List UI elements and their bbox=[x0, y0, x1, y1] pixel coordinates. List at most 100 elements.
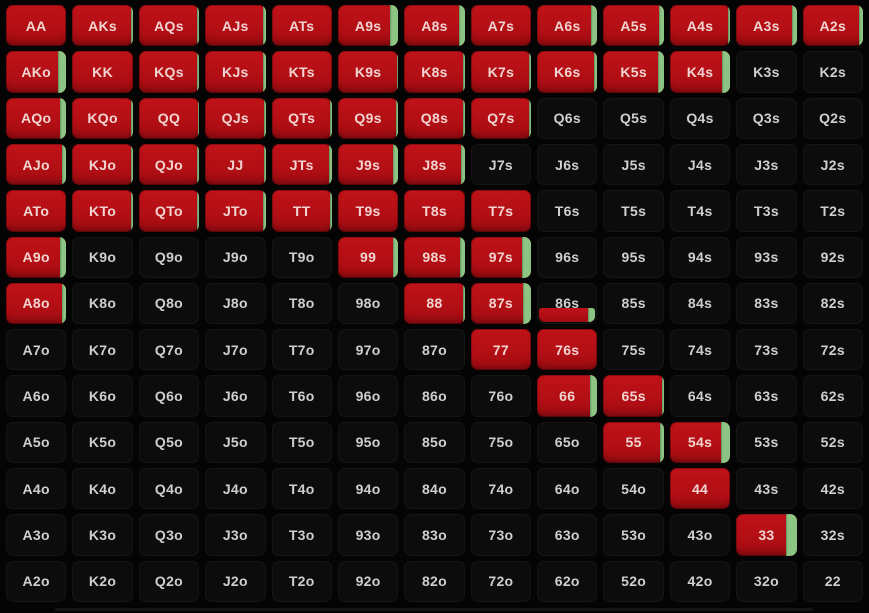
hand-cell-AQo[interactable]: AQo bbox=[6, 97, 67, 139]
hand-cell-J7s[interactable]: J7s bbox=[470, 143, 532, 186]
hand-cell-A5s[interactable]: A5s bbox=[603, 5, 664, 47]
hand-cell-A7s[interactable]: A7s bbox=[470, 5, 532, 47]
hand-cell-T5o[interactable]: T5o bbox=[271, 421, 332, 464]
hand-cell-K6s[interactable]: K6s bbox=[537, 51, 598, 93]
hand-cell-83o[interactable]: 83o bbox=[404, 514, 465, 556]
hand-cell-95s[interactable]: 95s bbox=[603, 236, 664, 278]
hand-cell-Q4o[interactable]: Q4o bbox=[138, 468, 200, 510]
hand-cell-88[interactable]: 88 bbox=[404, 282, 465, 325]
hand-cell-K3o[interactable]: K3o bbox=[72, 514, 133, 556]
hand-cell-J9o[interactable]: J9o bbox=[205, 236, 266, 278]
hand-cell-J6s[interactable]: J6s bbox=[537, 143, 598, 186]
hand-cell-T8o[interactable]: T8o bbox=[271, 282, 332, 325]
hand-cell-A8o[interactable]: A8o bbox=[6, 282, 67, 325]
hand-cell-92o[interactable]: 92o bbox=[337, 560, 399, 602]
hand-cell-42o[interactable]: 42o bbox=[669, 560, 731, 602]
hand-cell-T6s[interactable]: T6s bbox=[537, 190, 598, 232]
hand-cell-A2o[interactable]: A2o bbox=[6, 560, 67, 602]
hand-cell-T2o[interactable]: T2o bbox=[271, 560, 332, 602]
hand-cell-32s[interactable]: 32s bbox=[802, 514, 863, 556]
hand-cell-J8s[interactable]: J8s bbox=[404, 143, 465, 186]
hand-cell-J2s[interactable]: J2s bbox=[802, 143, 863, 186]
hand-cell-K9s[interactable]: K9s bbox=[337, 51, 399, 93]
hand-cell-A6s[interactable]: A6s bbox=[537, 5, 598, 47]
hand-cell-Q3o[interactable]: Q3o bbox=[138, 514, 200, 556]
hand-cell-K4o[interactable]: K4o bbox=[72, 468, 133, 510]
hand-cell-43o[interactable]: 43o bbox=[669, 514, 731, 556]
hand-cell-K7s[interactable]: K7s bbox=[470, 51, 532, 93]
hand-cell-Q9o[interactable]: Q9o bbox=[138, 236, 200, 278]
hand-cell-JJ[interactable]: JJ bbox=[205, 143, 266, 186]
hand-cell-65s[interactable]: 65s bbox=[603, 375, 664, 417]
hand-cell-ATs[interactable]: ATs bbox=[271, 5, 332, 47]
hand-cell-Q9s[interactable]: Q9s bbox=[337, 97, 399, 139]
hand-cell-QJo[interactable]: QJo bbox=[138, 143, 200, 186]
hand-cell-85s[interactable]: 85s bbox=[603, 282, 664, 325]
hand-cell-K9o[interactable]: K9o bbox=[72, 236, 133, 278]
hand-cell-JTo[interactable]: JTo bbox=[205, 190, 266, 232]
hand-cell-66[interactable]: 66 bbox=[537, 375, 598, 417]
hand-cell-95o[interactable]: 95o bbox=[337, 421, 399, 464]
hand-cell-94o[interactable]: 94o bbox=[337, 468, 399, 510]
hand-cell-Q2o[interactable]: Q2o bbox=[138, 560, 200, 602]
hand-cell-T3o[interactable]: T3o bbox=[271, 514, 332, 556]
hand-cell-A4s[interactable]: A4s bbox=[669, 5, 731, 47]
hand-cell-93s[interactable]: 93s bbox=[736, 236, 797, 278]
hand-cell-A8s[interactable]: A8s bbox=[404, 5, 465, 47]
hand-cell-K6o[interactable]: K6o bbox=[72, 375, 133, 417]
hand-cell-98o[interactable]: 98o bbox=[337, 282, 399, 325]
hand-cell-J4o[interactable]: J4o bbox=[205, 468, 266, 510]
hand-cell-K2s[interactable]: K2s bbox=[802, 51, 863, 93]
hand-cell-93o[interactable]: 93o bbox=[337, 514, 399, 556]
hand-cell-Q5s[interactable]: Q5s bbox=[603, 97, 664, 139]
hand-cell-ATo[interactable]: ATo bbox=[6, 190, 67, 232]
hand-cell-62s[interactable]: 62s bbox=[802, 375, 863, 417]
hand-cell-52o[interactable]: 52o bbox=[603, 560, 664, 602]
hand-cell-72s[interactable]: 72s bbox=[802, 329, 863, 371]
hand-cell-T4o[interactable]: T4o bbox=[271, 468, 332, 510]
hand-cell-A2s[interactable]: A2s bbox=[802, 5, 863, 47]
hand-cell-A7o[interactable]: A7o bbox=[6, 329, 67, 371]
hand-cell-94s[interactable]: 94s bbox=[669, 236, 731, 278]
hand-cell-97o[interactable]: 97o bbox=[337, 329, 399, 371]
hand-cell-76o[interactable]: 76o bbox=[470, 375, 532, 417]
hand-cell-74o[interactable]: 74o bbox=[470, 468, 532, 510]
hand-cell-98s[interactable]: 98s bbox=[404, 236, 465, 278]
hand-cell-K4s[interactable]: K4s bbox=[669, 51, 731, 93]
hand-cell-92s[interactable]: 92s bbox=[802, 236, 863, 278]
hand-cell-KTo[interactable]: KTo bbox=[72, 190, 133, 232]
hand-cell-A9o[interactable]: A9o bbox=[6, 236, 67, 278]
hand-cell-K8o[interactable]: K8o bbox=[72, 282, 133, 325]
hand-cell-55[interactable]: 55 bbox=[603, 421, 664, 464]
hand-cell-AKs[interactable]: AKs bbox=[72, 5, 133, 47]
hand-cell-52s[interactable]: 52s bbox=[802, 421, 863, 464]
hand-cell-QTo[interactable]: QTo bbox=[138, 190, 200, 232]
hand-cell-64s[interactable]: 64s bbox=[669, 375, 731, 417]
hand-cell-J4s[interactable]: J4s bbox=[669, 143, 731, 186]
hand-cell-TT[interactable]: TT bbox=[271, 190, 332, 232]
hand-cell-33[interactable]: 33 bbox=[736, 514, 797, 556]
hand-cell-72o[interactable]: 72o bbox=[470, 560, 532, 602]
hand-cell-Q7o[interactable]: Q7o bbox=[138, 329, 200, 371]
hand-cell-T5s[interactable]: T5s bbox=[603, 190, 664, 232]
hand-cell-K8s[interactable]: K8s bbox=[404, 51, 465, 93]
hand-cell-J7o[interactable]: J7o bbox=[205, 329, 266, 371]
hand-cell-87o[interactable]: 87o bbox=[404, 329, 465, 371]
hand-cell-QTs[interactable]: QTs bbox=[271, 97, 332, 139]
hand-cell-J3s[interactable]: J3s bbox=[736, 143, 797, 186]
hand-cell-Q2s[interactable]: Q2s bbox=[802, 97, 863, 139]
hand-cell-K7o[interactable]: K7o bbox=[72, 329, 133, 371]
hand-cell-42s[interactable]: 42s bbox=[802, 468, 863, 510]
hand-cell-83s[interactable]: 83s bbox=[736, 282, 797, 325]
hand-cell-Q5o[interactable]: Q5o bbox=[138, 421, 200, 464]
hand-cell-64o[interactable]: 64o bbox=[537, 468, 598, 510]
hand-cell-82s[interactable]: 82s bbox=[802, 282, 863, 325]
hand-cell-T8s[interactable]: T8s bbox=[404, 190, 465, 232]
hand-cell-KJs[interactable]: KJs bbox=[205, 51, 266, 93]
hand-cell-74s[interactable]: 74s bbox=[669, 329, 731, 371]
hand-cell-T9s[interactable]: T9s bbox=[337, 190, 399, 232]
hand-cell-T3s[interactable]: T3s bbox=[736, 190, 797, 232]
hand-cell-Q8s[interactable]: Q8s bbox=[404, 97, 465, 139]
hand-cell-K2o[interactable]: K2o bbox=[72, 560, 133, 602]
hand-cell-AJo[interactable]: AJo bbox=[6, 143, 67, 186]
